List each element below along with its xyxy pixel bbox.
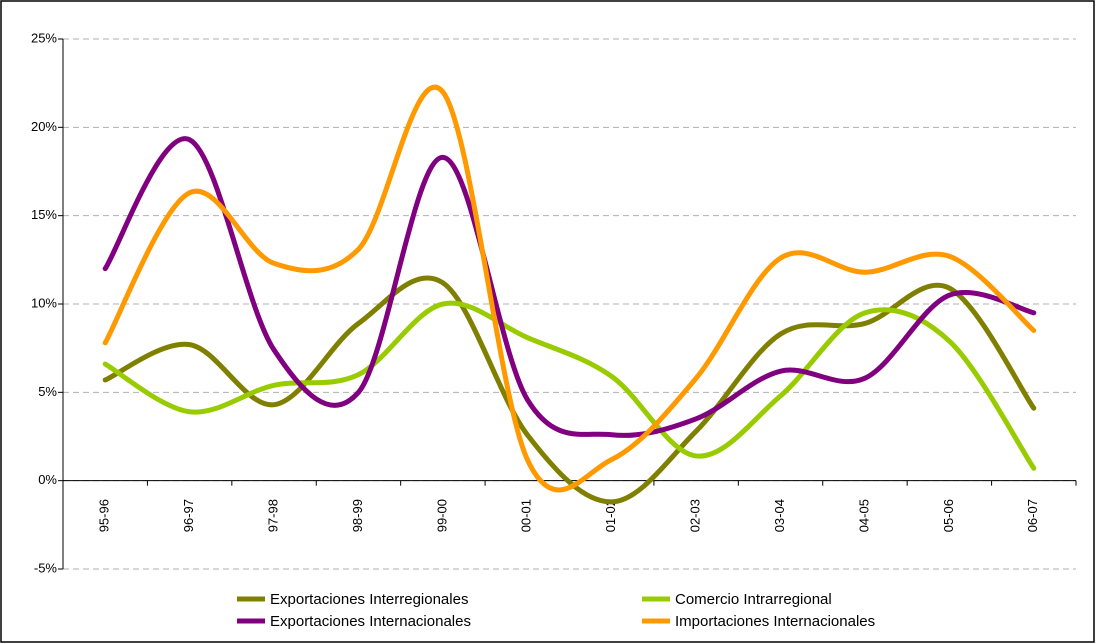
y-tick-label: 10% [31, 295, 57, 310]
x-tick-label: 98-99 [350, 499, 365, 532]
y-tick-label: 20% [31, 119, 57, 134]
series-line [102, 136, 1037, 438]
y-tick-label: 25% [31, 30, 57, 45]
y-tick-label: -5% [34, 560, 58, 575]
x-tick-label: 97-98 [265, 499, 280, 532]
x-tick-label: 04-05 [856, 499, 871, 532]
x-tick-label: 99-00 [434, 499, 449, 532]
x-tick-label: 96-97 [181, 499, 196, 532]
y-tick-label: 0% [38, 472, 57, 487]
y-tick-label: 15% [31, 207, 57, 222]
legend-label: Exportaciones Internacionales [270, 613, 471, 630]
x-tick-label: 06-07 [1025, 499, 1040, 532]
series-line [102, 85, 1037, 493]
legend-label: Comercio Intrarregional [675, 591, 832, 608]
x-tick-label: 05-06 [941, 499, 956, 532]
series-line [102, 300, 1037, 471]
y-tick-label: 5% [38, 384, 57, 399]
legend-label: Exportaciones Interregionales [270, 591, 468, 608]
x-tick-label: 01-02 [603, 499, 618, 532]
x-tick-label: 02-03 [688, 499, 703, 532]
x-tick-label: 03-04 [772, 499, 787, 532]
series-line [102, 275, 1037, 505]
legend-label: Importaciones Internacionales [675, 613, 875, 630]
x-tick-label: 00-01 [519, 499, 534, 532]
x-tick-label: 95-96 [97, 499, 112, 532]
